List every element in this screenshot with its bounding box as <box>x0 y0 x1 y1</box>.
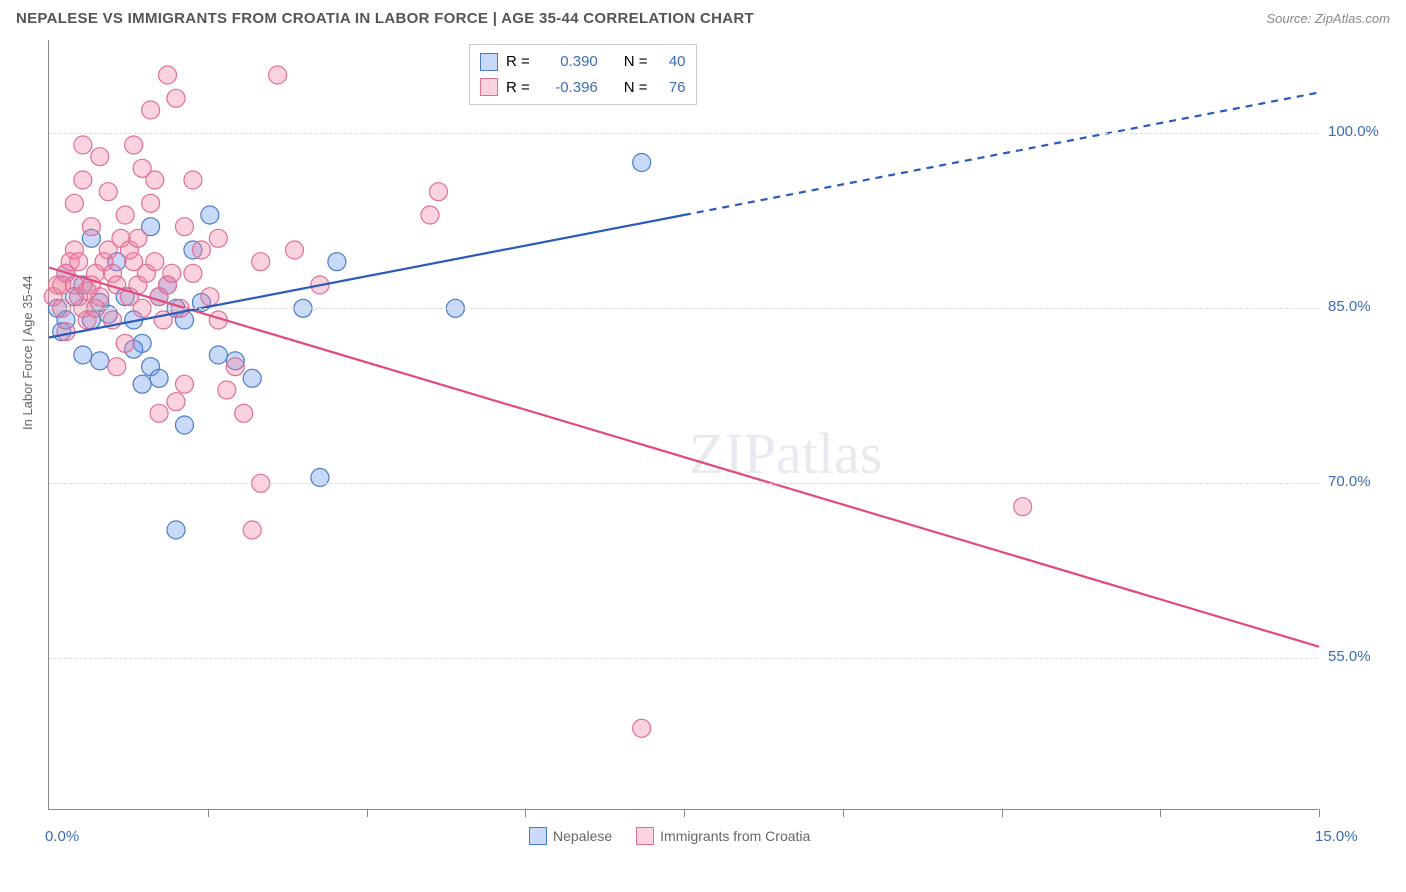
y-tick-label: 85.0% <box>1328 298 1388 315</box>
scatter-point <box>74 136 92 154</box>
scatter-point <box>150 369 168 387</box>
scatter-plot-svg <box>49 40 1318 809</box>
scatter-point <box>421 206 439 224</box>
gridline <box>49 483 1318 484</box>
x-tick-label: 0.0% <box>45 828 79 845</box>
legend-row-pink: R = -0.396 N = 76 <box>480 75 686 101</box>
scatter-point <box>57 323 75 341</box>
scatter-point <box>82 218 100 236</box>
x-tick <box>843 809 844 817</box>
legend-item-blue: Nepalese <box>529 827 612 845</box>
gridline <box>49 133 1318 134</box>
y-tick-label: 55.0% <box>1328 648 1388 665</box>
scatter-point <box>133 375 151 393</box>
scatter-point <box>235 404 253 422</box>
scatter-point <box>209 229 227 247</box>
scatter-point <box>175 375 193 393</box>
y-axis-label: In Labor Force | Age 35-44 <box>20 276 35 430</box>
scatter-point <box>633 719 651 737</box>
scatter-point <box>184 264 202 282</box>
x-tick <box>1319 809 1320 817</box>
scatter-point <box>269 66 287 84</box>
trend-line-blue-dashed <box>684 93 1319 216</box>
scatter-point <box>108 358 126 376</box>
x-tick <box>1002 809 1003 817</box>
chart-title: NEPALESE VS IMMIGRANTS FROM CROATIA IN L… <box>16 10 754 27</box>
scatter-point <box>129 229 147 247</box>
n-value-blue: 40 <box>656 49 686 75</box>
scatter-point <box>1014 498 1032 516</box>
scatter-point <box>150 404 168 422</box>
chart-plot-area: ZIPatlas R = 0.390 N = 40 R = -0.396 N =… <box>48 40 1318 810</box>
scatter-point <box>328 253 346 271</box>
scatter-point <box>184 171 202 189</box>
scatter-point <box>125 136 143 154</box>
scatter-point <box>175 416 193 434</box>
scatter-point <box>633 154 651 172</box>
scatter-point <box>142 194 160 212</box>
scatter-point <box>70 253 88 271</box>
scatter-point <box>163 264 181 282</box>
swatch-blue-bottom <box>529 827 547 845</box>
scatter-point <box>167 89 185 107</box>
x-tick <box>525 809 526 817</box>
gridline <box>49 658 1318 659</box>
y-tick-label: 70.0% <box>1328 473 1388 490</box>
scatter-point <box>91 148 109 166</box>
scatter-point <box>99 183 117 201</box>
scatter-point <box>74 171 92 189</box>
swatch-pink-bottom <box>636 827 654 845</box>
scatter-point <box>159 66 177 84</box>
r-value-pink: -0.396 <box>538 75 598 101</box>
scatter-point <box>116 206 134 224</box>
chart-header: NEPALESE VS IMMIGRANTS FROM CROATIA IN L… <box>0 0 1406 33</box>
chart-source: Source: ZipAtlas.com <box>1266 11 1390 26</box>
x-tick <box>684 809 685 817</box>
n-value-pink: 76 <box>656 75 686 101</box>
series-legend: Nepalese Immigrants from Croatia <box>529 827 810 845</box>
scatter-point <box>429 183 447 201</box>
scatter-point <box>286 241 304 259</box>
scatter-point <box>252 253 270 271</box>
scatter-point <box>78 282 96 300</box>
scatter-point <box>167 521 185 539</box>
x-tick-label: 15.0% <box>1315 828 1358 845</box>
scatter-point <box>175 218 193 236</box>
swatch-pink <box>480 78 498 96</box>
scatter-point <box>74 346 92 364</box>
scatter-point <box>201 206 219 224</box>
x-tick <box>367 809 368 817</box>
scatter-point <box>133 159 151 177</box>
gridline <box>49 308 1318 309</box>
scatter-point <box>146 253 164 271</box>
scatter-point <box>65 194 83 212</box>
scatter-point <box>201 288 219 306</box>
scatter-point <box>53 276 71 294</box>
scatter-point <box>116 334 134 352</box>
y-tick-label: 100.0% <box>1328 123 1388 140</box>
legend-item-pink: Immigrants from Croatia <box>636 827 810 845</box>
legend-row-blue: R = 0.390 N = 40 <box>480 49 686 75</box>
scatter-point <box>243 369 261 387</box>
scatter-point <box>218 381 236 399</box>
scatter-point <box>192 241 210 259</box>
scatter-point <box>142 101 160 119</box>
scatter-point <box>243 521 261 539</box>
scatter-point <box>167 393 185 411</box>
scatter-point <box>91 352 109 370</box>
scatter-point <box>209 346 227 364</box>
r-value-blue: 0.390 <box>538 49 598 75</box>
correlation-legend: R = 0.390 N = 40 R = -0.396 N = 76 <box>469 44 697 105</box>
x-tick <box>208 809 209 817</box>
scatter-point <box>226 358 244 376</box>
x-tick <box>1160 809 1161 817</box>
trend-line-pink <box>49 268 1319 647</box>
swatch-blue <box>480 53 498 71</box>
